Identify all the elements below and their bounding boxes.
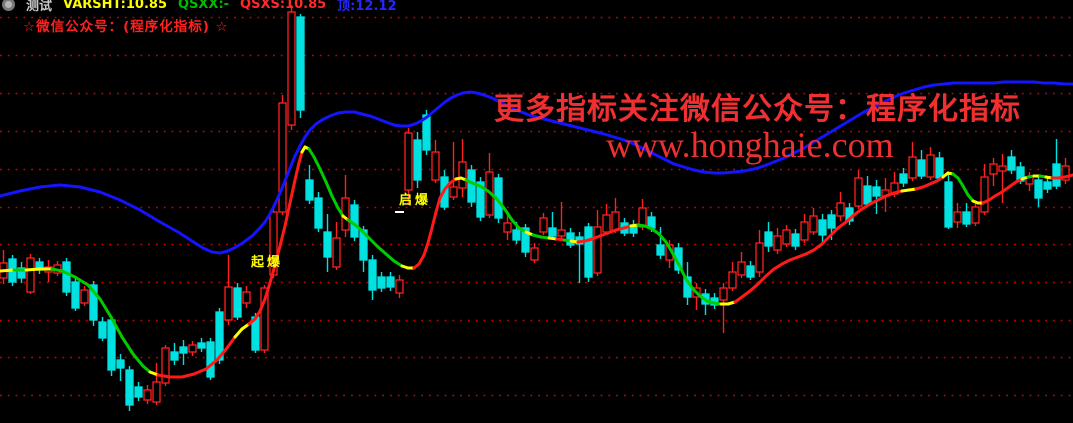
signal-label-qibao-1: 起爆 — [251, 255, 284, 270]
watermark-line1: 更多指标关注微信公众号：程序化指标 — [494, 93, 1021, 126]
header-field-1: VARSHT:10.85 — [63, 0, 167, 12]
header-field-4: 顶:12.12 — [337, 0, 397, 14]
watermark-line2: www.honghaie.com — [606, 125, 894, 165]
header-field-3: QSXS:10.85 — [240, 0, 327, 12]
wechat-subheader-label: ☆微信公众号：(程序化指标) ☆ — [23, 19, 229, 35]
signal-label-qibao-2: 启爆 — [399, 193, 432, 208]
app-logo-icon[interactable] — [2, 0, 15, 11]
indicator-header: 测试 VARSHT:10.85 QSXX:- QSXS:10.85 顶:12.1… — [2, 0, 397, 14]
header-field-2: QSXX:- — [177, 0, 230, 12]
header-field-0: 测试 — [26, 0, 53, 14]
